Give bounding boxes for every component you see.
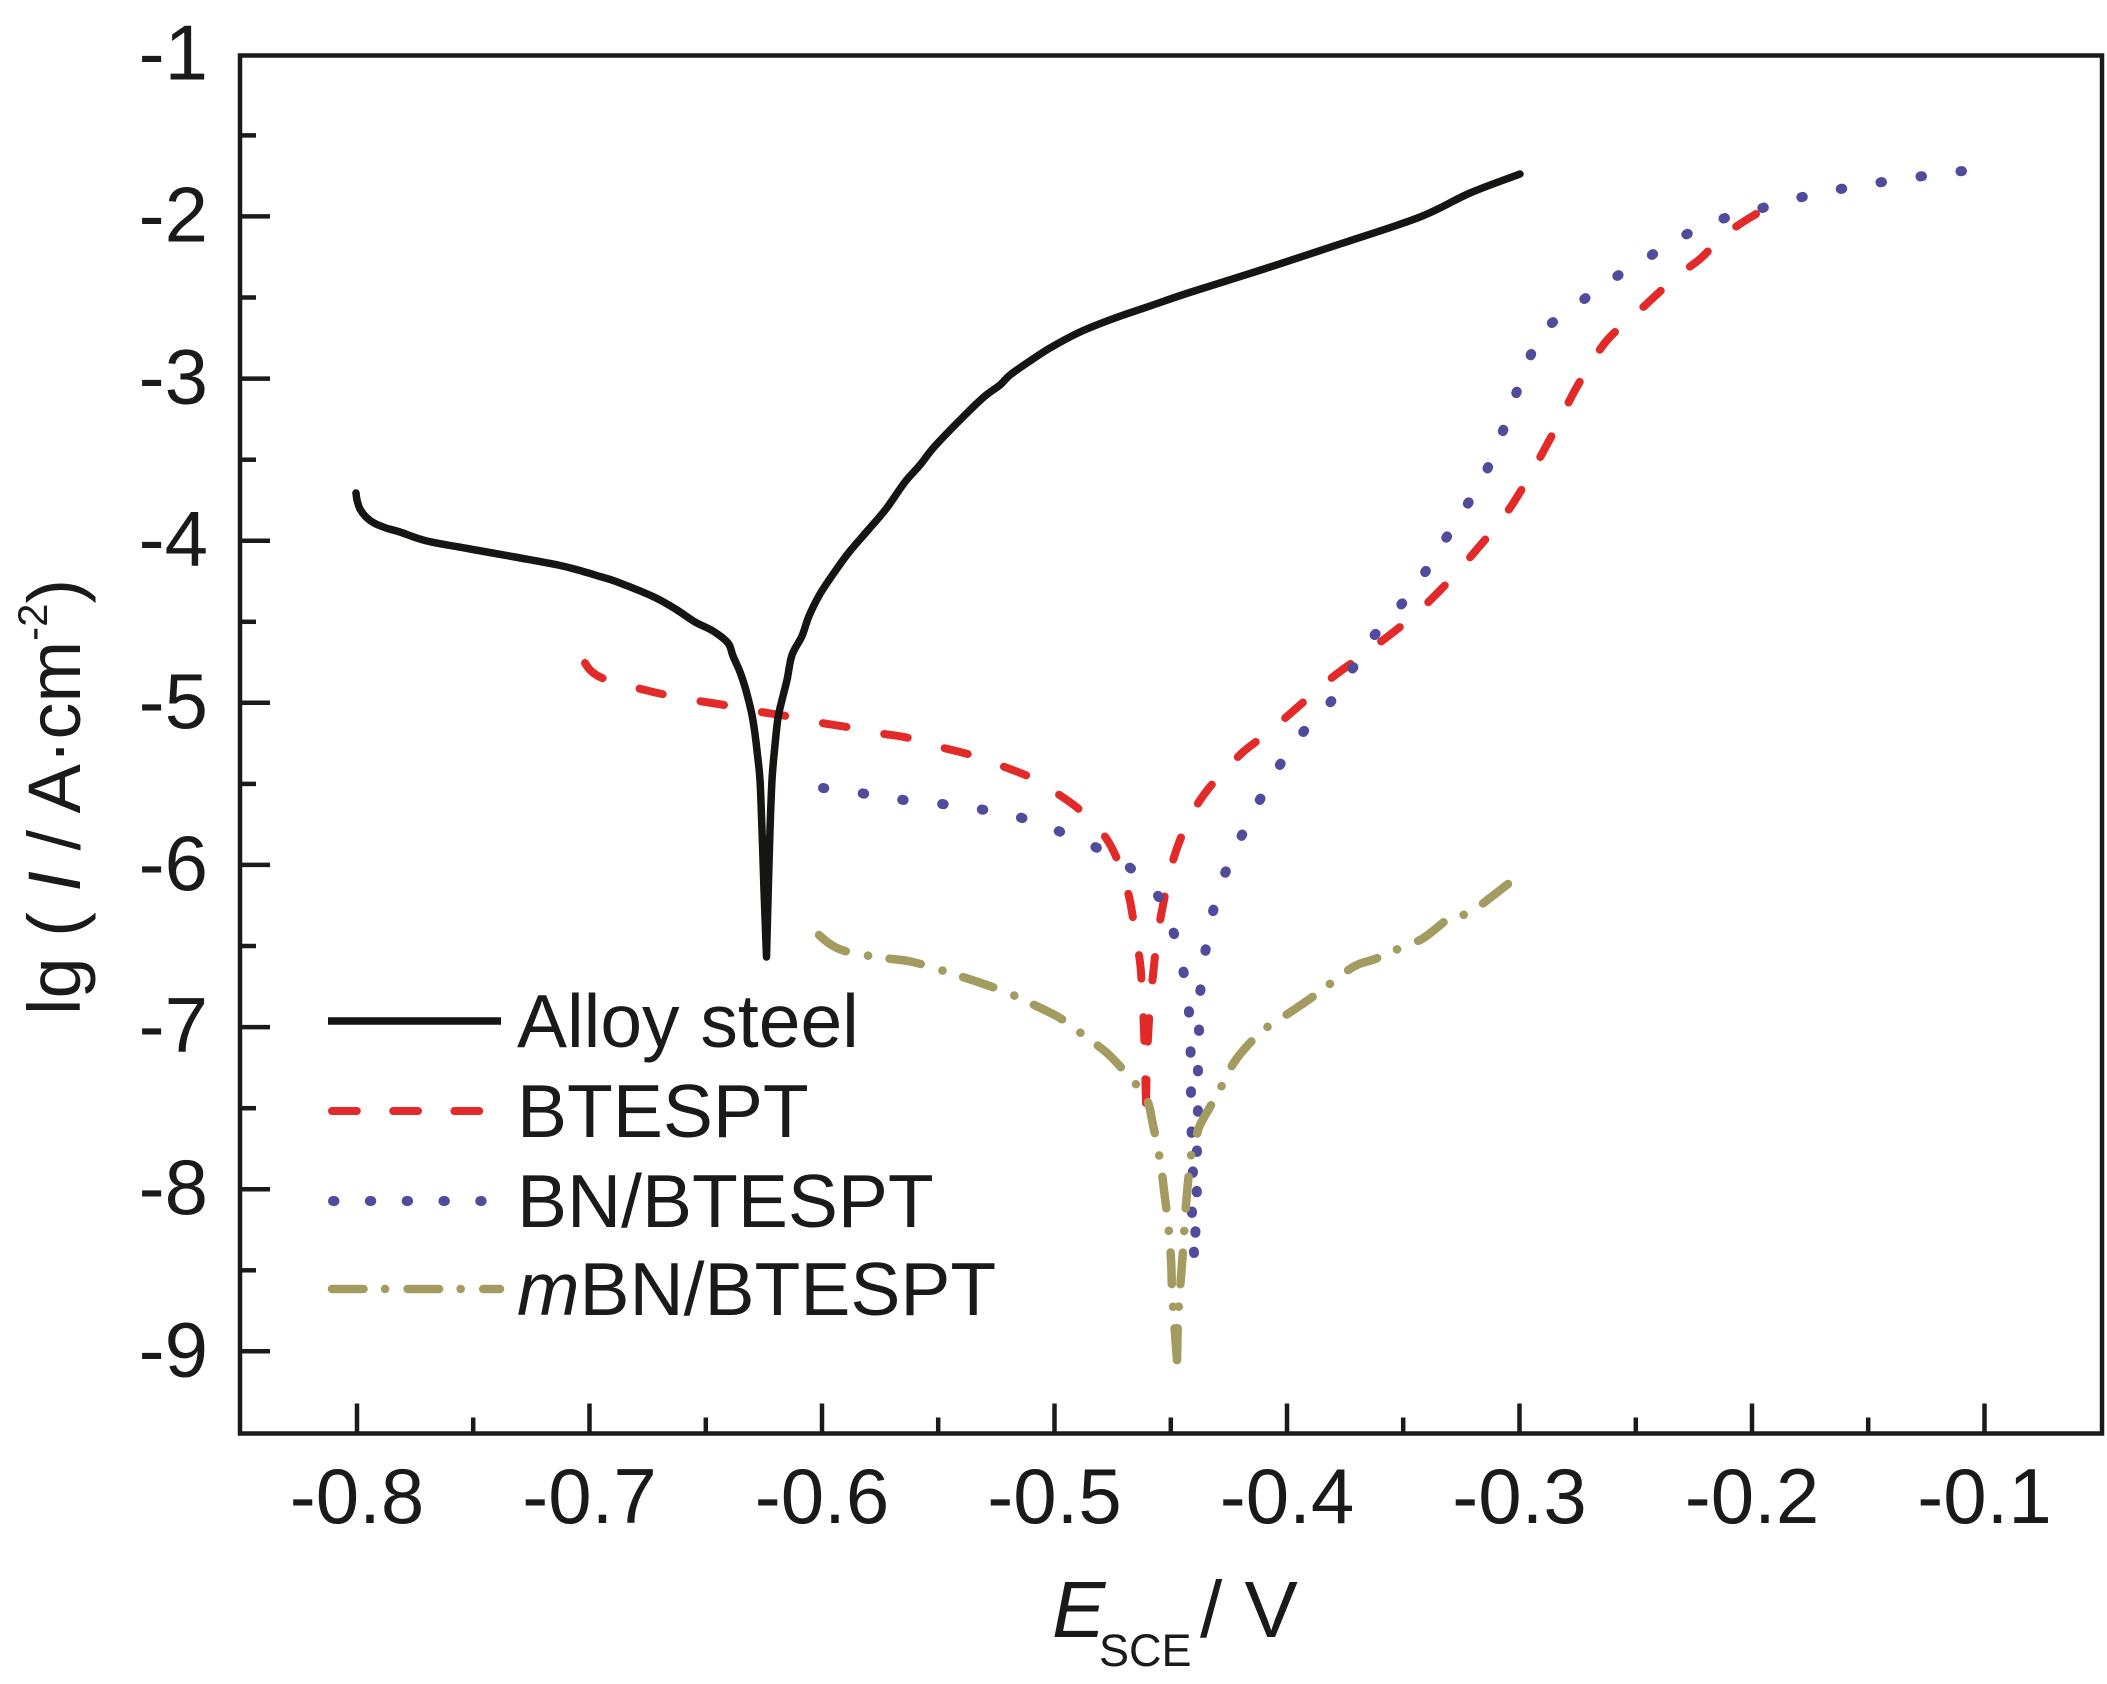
svg-text:-6: -6 bbox=[139, 819, 208, 907]
svg-text:-2: -2 bbox=[139, 170, 208, 258]
svg-text:SCE: SCE bbox=[1099, 1625, 1192, 1676]
svg-text:-0.6: -0.6 bbox=[755, 1452, 889, 1540]
svg-text:-1: -1 bbox=[139, 8, 208, 96]
svg-text:/ V: / V bbox=[1200, 1565, 1298, 1654]
svg-text:BN/BTESPT: BN/BTESPT bbox=[517, 1159, 934, 1243]
svg-text:-3: -3 bbox=[139, 333, 208, 421]
svg-text:-0.7: -0.7 bbox=[522, 1452, 656, 1540]
svg-text:-0.2: -0.2 bbox=[1685, 1452, 1819, 1540]
svg-text:BTESPT: BTESPT bbox=[517, 1069, 809, 1153]
svg-text:lg ( I / A·cm-2): lg ( I / A·cm-2) bbox=[9, 579, 96, 1015]
svg-text:-9: -9 bbox=[139, 1305, 208, 1393]
svg-text:-0.5: -0.5 bbox=[987, 1452, 1121, 1540]
svg-text:-0.4: -0.4 bbox=[1220, 1452, 1354, 1540]
svg-text:-8: -8 bbox=[139, 1143, 208, 1231]
svg-text:-0.3: -0.3 bbox=[1452, 1452, 1586, 1540]
svg-text:-4: -4 bbox=[139, 495, 208, 583]
svg-text:-5: -5 bbox=[139, 657, 208, 745]
svg-text:E: E bbox=[1052, 1565, 1107, 1654]
svg-text:-7: -7 bbox=[139, 981, 208, 1069]
svg-text:-0.1: -0.1 bbox=[1917, 1452, 2051, 1540]
svg-text:mBN/BTESPT: mBN/BTESPT bbox=[517, 1247, 996, 1331]
svg-text:-0.8: -0.8 bbox=[290, 1452, 424, 1540]
svg-text:Alloy steel: Alloy steel bbox=[517, 979, 859, 1063]
